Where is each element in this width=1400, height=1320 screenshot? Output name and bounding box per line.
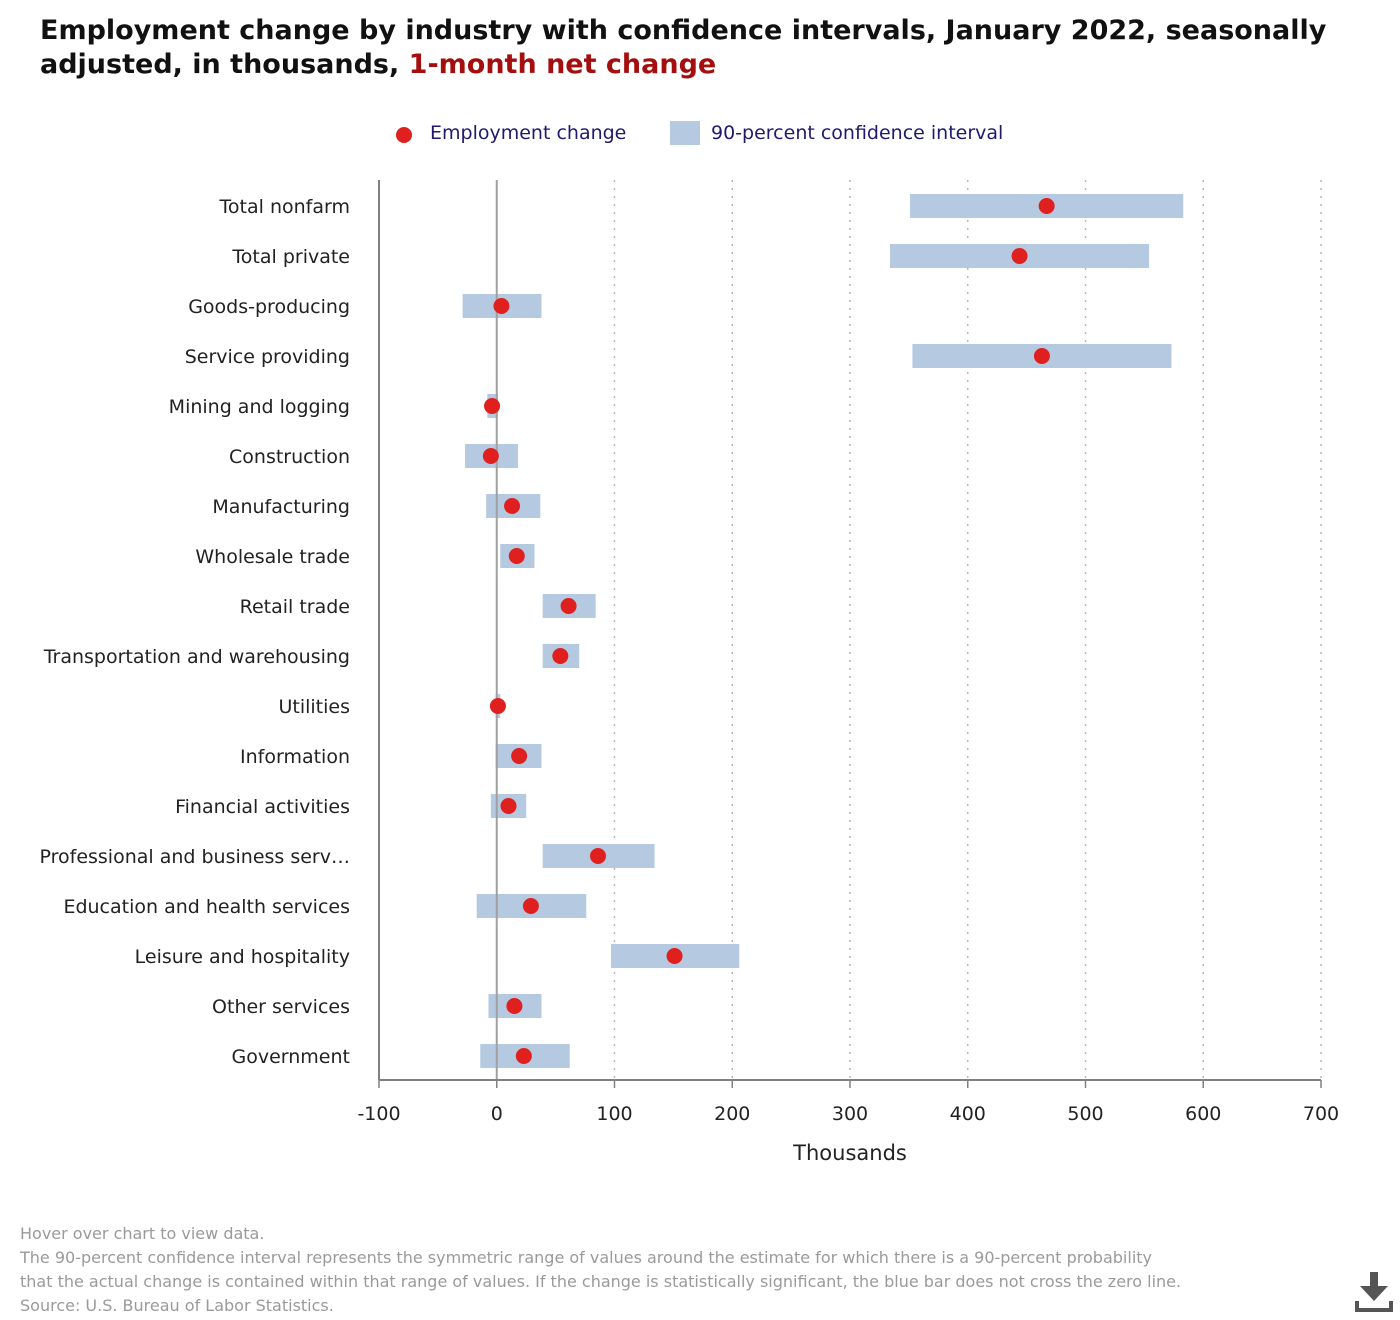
employment-change-point[interactable] [482,448,499,464]
employment-change-point[interactable] [590,848,607,864]
x-tick-label: 700 [1303,1103,1339,1125]
category-label: Education and health services [63,896,350,918]
category-label: Information [240,746,350,768]
chart-title-accent: 1-month net change [408,49,717,80]
category-label: Other services [212,996,350,1018]
chart-title-main: Employment change by industry with confi… [40,15,1327,80]
employment-change-point[interactable] [506,998,523,1014]
category-label: Construction [229,446,350,468]
category-label: Manufacturing [212,496,350,518]
employment-change-point[interactable] [522,898,539,914]
category-label: Mining and logging [169,396,350,418]
category-label: Financial activities [175,796,350,818]
x-tick-label: 400 [950,1103,986,1125]
category-label: Total nonfarm [219,196,350,218]
category-label: Total private [231,246,350,268]
x-tick-label: 500 [1067,1103,1103,1125]
employment-change-point[interactable] [1033,348,1050,364]
x-tick-label: 300 [832,1103,868,1125]
x-axis-title: Thousands [792,1141,907,1165]
employment-change-point[interactable] [1011,248,1028,264]
employment-change-point[interactable] [552,648,569,664]
legend-interval-swatch [670,121,700,145]
category-label: Goods-producing [188,296,350,318]
download-button[interactable] [1352,1270,1396,1314]
chart-footer: Hover over chart to view data. The 90-pe… [20,1222,1320,1318]
footer-source: Source: U.S. Bureau of Labor Statistics. [20,1296,334,1315]
footer-hover-note: Hover over chart to view data. [20,1224,265,1243]
employment-change-point[interactable] [500,798,517,814]
legend-point-label[interactable]: Employment change [430,122,627,144]
employment-change-point[interactable] [484,398,501,414]
legend: Employment change 90-percent confidence … [0,118,1400,152]
x-tick-label: 0 [491,1103,503,1125]
employment-change-point[interactable] [1038,198,1055,214]
employment-change-point[interactable] [508,548,525,564]
category-label: Professional and business serv… [39,846,350,868]
employment-change-point[interactable] [504,498,521,514]
footer-note-line: The 90-percent confidence interval repre… [20,1248,1152,1267]
employment-change-point[interactable] [489,698,506,714]
category-label: Utilities [278,696,350,718]
employment-change-point[interactable] [560,598,577,614]
employment-change-point[interactable] [515,1048,532,1064]
category-label: Wholesale trade [195,546,350,568]
category-label: Government [232,1046,351,1068]
chart-plot: -100 0 100 200 300 400 500 600 700 Thousands Total… [39,180,1339,1165]
employment-change-point[interactable] [666,948,683,964]
category-label: Transportation and warehousing [43,646,350,668]
legend-point-marker [396,127,412,143]
x-tick-label: -100 [357,1103,400,1125]
legend-interval-label[interactable]: 90-percent confidence interval [711,122,1004,144]
chart-title: Employment change by industry with confi… [40,14,1360,82]
x-tick-label: 200 [714,1103,750,1125]
category-label: Service providing [185,346,350,368]
footer-note-line: that the actual change is contained with… [20,1272,1182,1291]
download-icon [1355,1272,1393,1312]
employment-change-point[interactable] [511,748,528,764]
x-tick-label: 600 [1185,1103,1221,1125]
category-label: Leisure and hospitality [135,946,350,968]
x-tick-label: 100 [596,1103,632,1125]
employment-change-point[interactable] [493,298,510,314]
category-label: Retail trade [240,596,350,618]
